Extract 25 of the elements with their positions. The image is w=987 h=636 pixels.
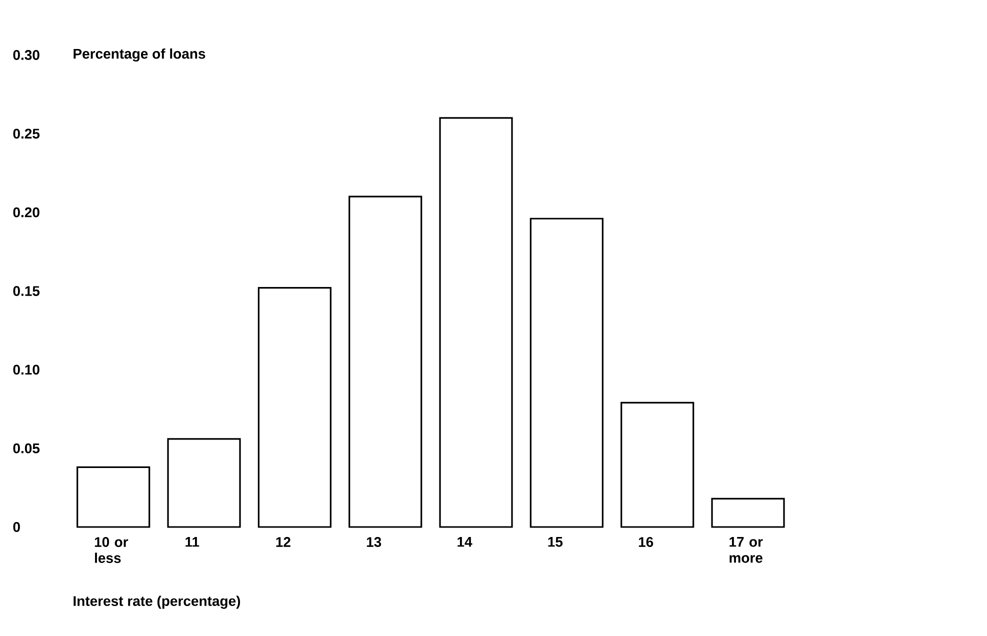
x-axis-title: Interest rate (percentage)	[74, 596, 240, 609]
bar	[530, 218, 604, 528]
x-tick-label: 11	[186, 537, 200, 547]
y-tick-label: 0.15	[13, 286, 40, 296]
x-tick-label: 10 or less	[94, 537, 128, 563]
bar	[711, 498, 785, 528]
bar	[439, 117, 513, 528]
x-tick-label: 15	[548, 537, 563, 547]
x-tick-label: 16	[638, 537, 654, 547]
bar	[167, 438, 241, 528]
y-tick-label: 0.10	[13, 364, 40, 375]
y-axis-title: Percentage of loans	[74, 48, 206, 62]
bar	[348, 196, 422, 528]
bar	[258, 287, 332, 528]
y-tick-label: 0	[13, 522, 20, 532]
y-tick-label: 0.05	[13, 443, 40, 454]
bar	[76, 466, 150, 528]
x-tick-label: 14	[458, 537, 472, 547]
y-tick-label: 0.30	[13, 50, 40, 60]
bar	[620, 402, 694, 528]
y-tick-label: 0.25	[13, 128, 40, 139]
x-tick-label: 17 or more	[730, 537, 763, 563]
x-tick-label: 12	[276, 537, 290, 547]
x-tick-label: 13	[366, 537, 382, 547]
y-tick-label: 0.20	[13, 207, 40, 218]
